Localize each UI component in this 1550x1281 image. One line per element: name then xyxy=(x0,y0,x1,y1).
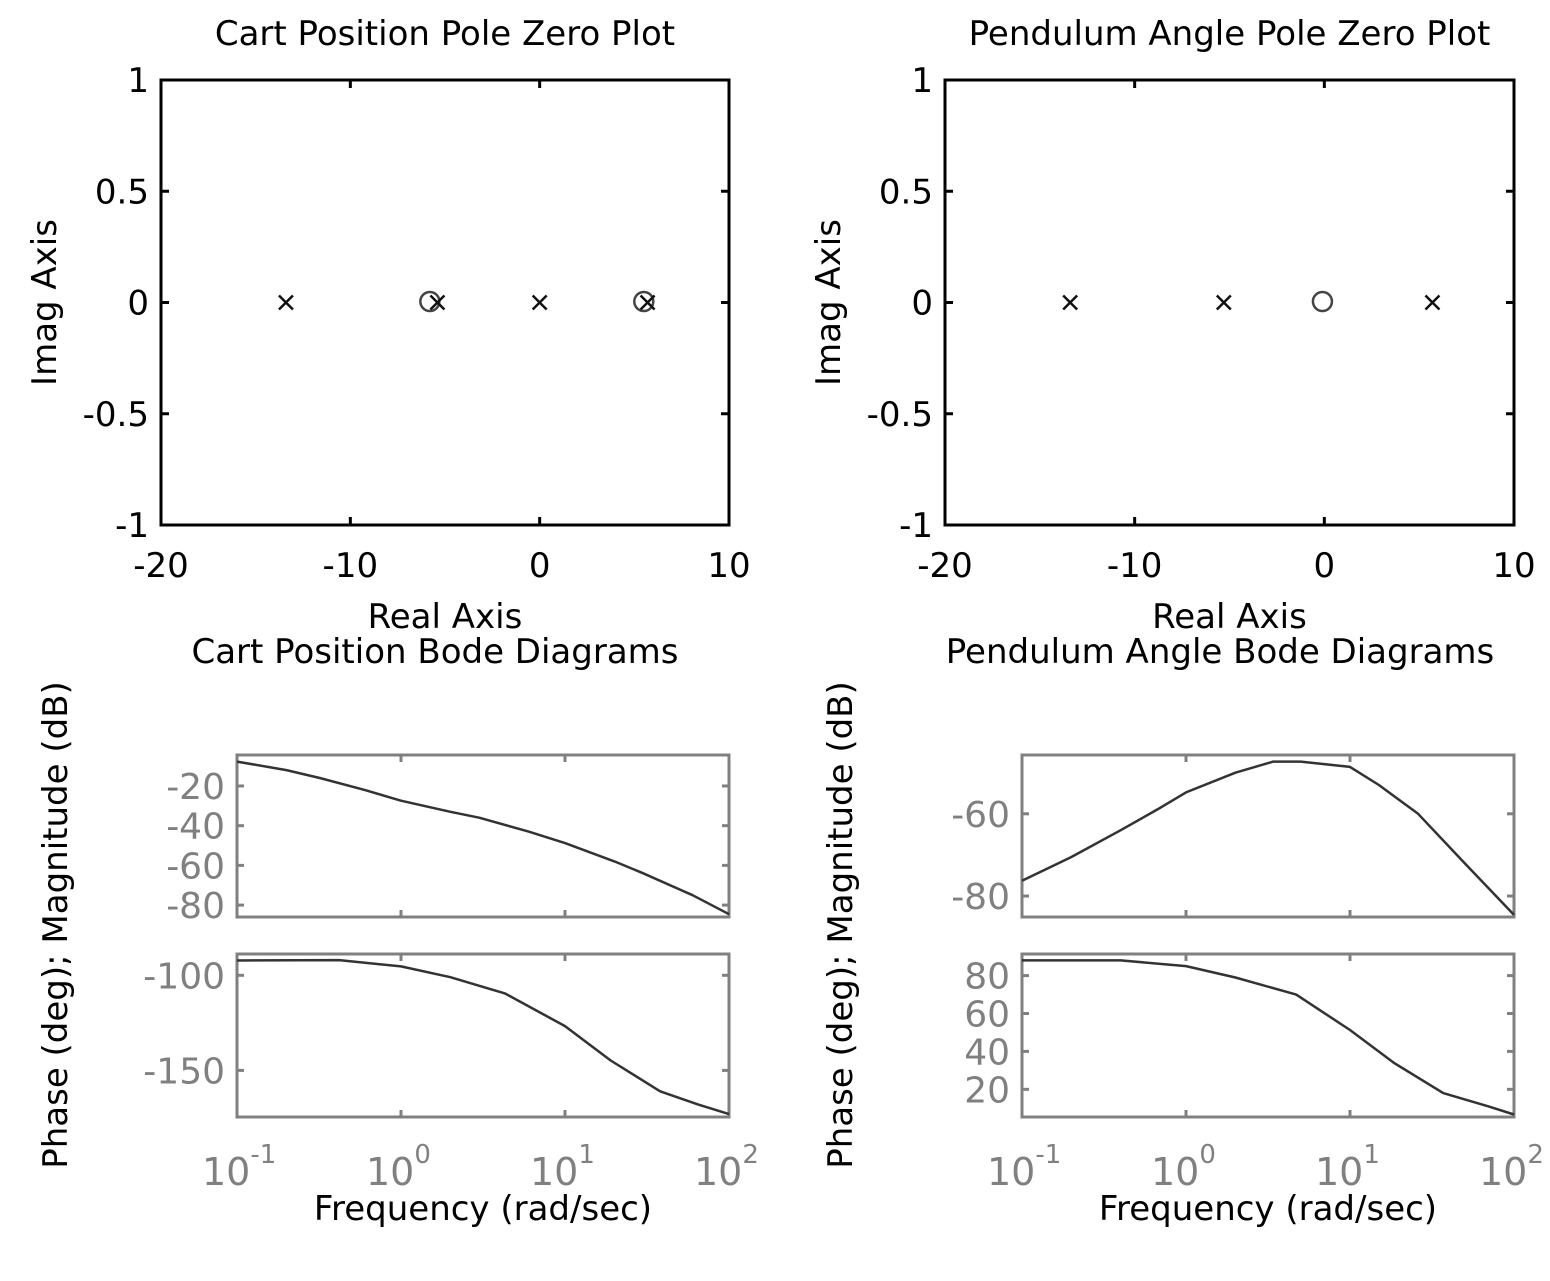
y-tick-label: -40 xyxy=(166,807,225,848)
y-tick-label: -1 xyxy=(899,506,933,546)
y-tick-label: 0 xyxy=(911,284,933,324)
x-tick-label: 101 xyxy=(530,1140,595,1194)
x-tick-label: 100 xyxy=(1151,1140,1216,1194)
pole-marker xyxy=(429,294,446,311)
phase-subplot: -100 -150 xyxy=(143,952,731,1119)
y-tick-label: -0.5 xyxy=(867,395,933,435)
x-tick-label: 101 xyxy=(1315,1140,1380,1194)
zero-marker xyxy=(633,290,655,313)
axes-box xyxy=(1020,753,1516,919)
x-tick-label: 10-1 xyxy=(202,1140,276,1194)
y-axis-label: Phase (deg); Magnitude (dB) xyxy=(36,681,76,1169)
x-tick-label: 10-1 xyxy=(987,1140,1061,1194)
pole-marker xyxy=(1215,294,1232,311)
y-tick-label: -1 xyxy=(115,506,149,546)
x-axis-label: Frequency (rad/sec) xyxy=(1099,1189,1437,1229)
y-tick-label: 40 xyxy=(964,1032,1010,1073)
y-tick-label: 20 xyxy=(964,1070,1010,1111)
zero-marker xyxy=(1311,290,1334,313)
chart-title: Cart Position Pole Zero Plot xyxy=(215,14,675,54)
y-tick-label: -60 xyxy=(951,795,1010,836)
axes-box xyxy=(159,78,731,527)
chart-title: Cart Position Bode Diagrams xyxy=(191,632,678,672)
y-axis-label: Phase (deg); Magnitude (dB) xyxy=(821,681,861,1169)
pole-marker xyxy=(1424,294,1441,311)
x-tick-label: -20 xyxy=(133,546,189,586)
magnitude-subplot: -20-40-60-80 xyxy=(166,753,731,927)
cart-bode-plot: Cart Position Bode Diagrams Frequency (ra… xyxy=(36,632,759,1229)
y-tick-label: -150 xyxy=(143,1051,225,1092)
pole-marker xyxy=(278,294,294,311)
cart-pz-plot: Cart Position Pole Zero Plot Real Axis Ima… xyxy=(25,14,751,637)
x-tick-label: 102 xyxy=(694,1140,759,1194)
x-tick-label: 102 xyxy=(1479,1140,1544,1194)
x-tick-label: 100 xyxy=(366,1140,431,1194)
y-tick-label: -20 xyxy=(166,767,225,808)
y-tick-label: -100 xyxy=(143,956,225,997)
magnitude-line xyxy=(236,760,730,916)
magnitude-subplot: -60 -80 xyxy=(951,753,1516,919)
pole-marker xyxy=(1062,294,1079,311)
x-tick-label: 10 xyxy=(1492,546,1535,586)
y-tick-label: 60 xyxy=(964,995,1010,1036)
pole-marker xyxy=(531,294,548,311)
y-tick-label: -0.5 xyxy=(83,395,149,435)
axes-box xyxy=(943,78,1516,527)
x-tick-label: 0 xyxy=(529,546,551,586)
magnitude-line xyxy=(1021,760,1515,916)
pend-pz-plot: Pendulum Angle Pole Zero Plot Real Axis Im… xyxy=(809,14,1536,637)
axes-box xyxy=(235,952,731,1119)
chart-title: Pendulum Angle Bode Diagrams xyxy=(946,632,1495,672)
y-tick-label: 0.5 xyxy=(95,172,149,212)
pole-marker xyxy=(639,294,656,311)
phase-line xyxy=(236,958,730,1116)
y-tick-label: 1 xyxy=(911,61,933,101)
y-axis-label: Imag Axis xyxy=(809,219,849,386)
x-axis-label: Real Axis xyxy=(1152,597,1307,637)
y-tick-label: 0 xyxy=(127,284,149,324)
y-tick-label: -80 xyxy=(951,877,1010,918)
x-axis-label: Frequency (rad/sec) xyxy=(314,1189,652,1229)
axes-box xyxy=(1020,952,1516,1119)
chart-title: Pendulum Angle Pole Zero Plot xyxy=(969,14,1491,54)
y-tick-label: -60 xyxy=(166,846,225,887)
y-tick-label: 1 xyxy=(127,61,149,101)
x-tick-label: -10 xyxy=(323,546,379,586)
y-tick-label: 0.5 xyxy=(879,172,933,212)
x-tick-label: -10 xyxy=(1107,546,1163,586)
pend-bode-plot: Pendulum Angle Bode Diagrams Frequency (r… xyxy=(821,632,1544,1229)
x-axis-label: Real Axis xyxy=(368,597,523,637)
x-tick-label: -20 xyxy=(917,546,973,586)
y-axis-label: Imag Axis xyxy=(25,219,65,386)
axes-box xyxy=(235,753,731,919)
y-tick-label: 80 xyxy=(964,957,1010,998)
phase-line xyxy=(1022,959,1515,1116)
x-tick-label: 10 xyxy=(707,546,750,586)
x-tick-label: 0 xyxy=(1314,546,1336,586)
y-tick-label: -80 xyxy=(166,886,225,927)
